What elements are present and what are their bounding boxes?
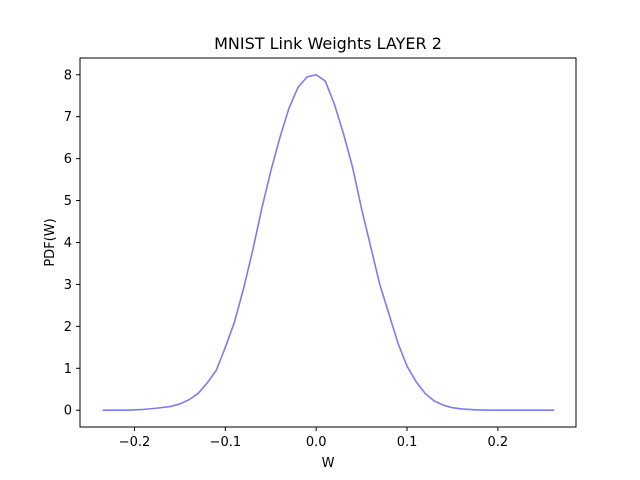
x-axis: −0.2 −0.1 0.0 0.1 0.2 [119, 427, 509, 450]
x-tick-label: −0.1 [210, 435, 242, 450]
y-tick-label: 8 [64, 68, 72, 83]
y-tick-label: 7 [64, 110, 72, 125]
chart-title: MNIST Link Weights LAYER 2 [214, 34, 442, 53]
x-tick-label: 0.1 [397, 435, 418, 450]
y-tick-label: 4 [64, 236, 72, 251]
y-axis-label: PDF(W) [43, 218, 58, 266]
y-tick-label: 2 [64, 320, 72, 335]
x-tick-label: −0.2 [119, 435, 151, 450]
y-axis: 0 1 2 3 4 5 6 7 8 [64, 68, 80, 419]
x-axis-label: W [322, 456, 335, 471]
y-tick-label: 6 [64, 152, 72, 167]
plot-frame [79, 57, 577, 428]
x-tick-label: 0.2 [488, 435, 509, 450]
x-tick-label: 0.0 [306, 435, 327, 450]
y-tick-label: 0 [64, 404, 72, 419]
plot-area [102, 73, 555, 412]
y-tick-label: 5 [64, 194, 72, 209]
y-tick-label: 1 [64, 362, 72, 377]
y-tick-label: 3 [64, 278, 72, 293]
pdf-curve [102, 73, 555, 412]
